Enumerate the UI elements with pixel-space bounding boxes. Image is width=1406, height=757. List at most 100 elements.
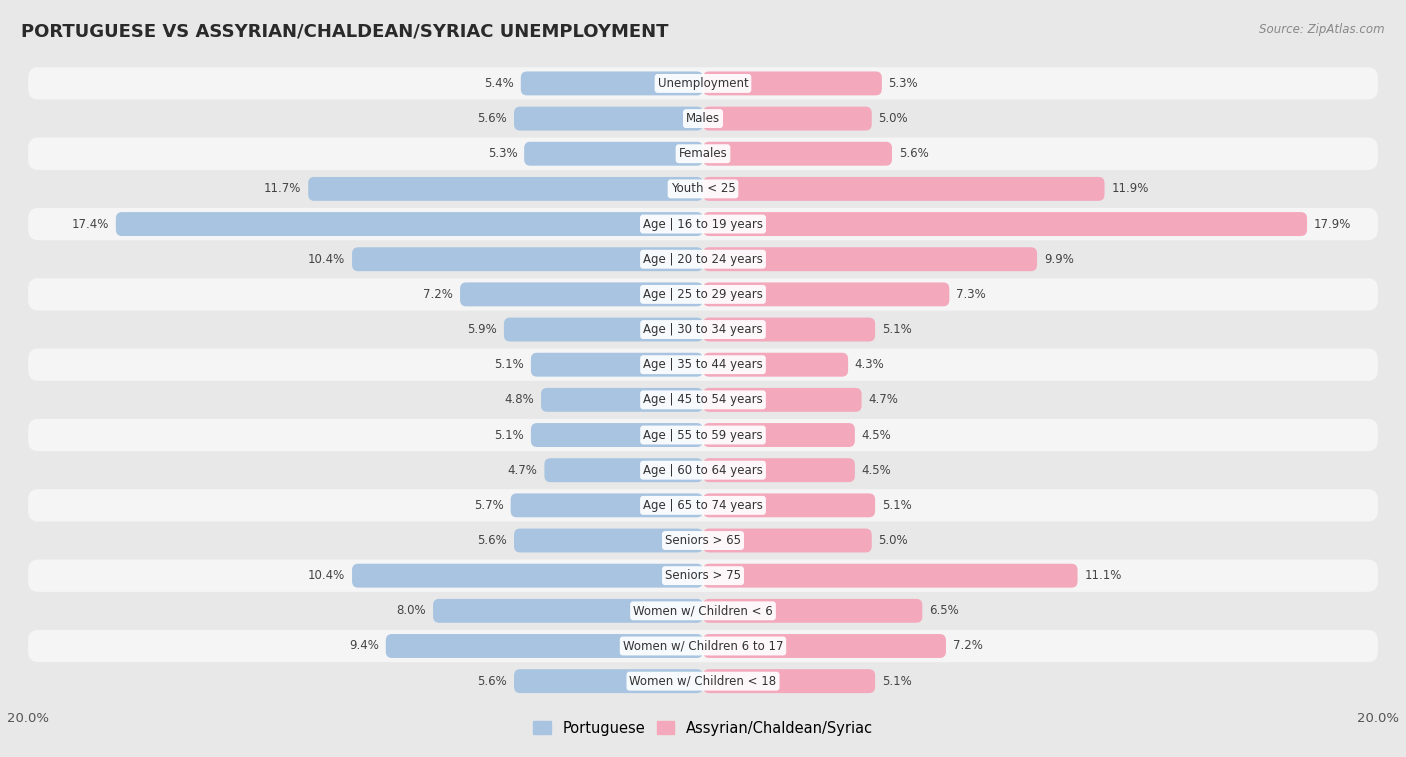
FancyBboxPatch shape (541, 388, 703, 412)
Text: Age | 20 to 24 years: Age | 20 to 24 years (643, 253, 763, 266)
FancyBboxPatch shape (352, 248, 703, 271)
Text: 9.4%: 9.4% (349, 640, 380, 653)
Text: 5.1%: 5.1% (495, 358, 524, 371)
Legend: Portuguese, Assyrian/Chaldean/Syriac: Portuguese, Assyrian/Chaldean/Syriac (527, 715, 879, 742)
FancyBboxPatch shape (544, 458, 703, 482)
Text: 5.6%: 5.6% (478, 674, 508, 687)
FancyBboxPatch shape (703, 564, 1077, 587)
FancyBboxPatch shape (703, 599, 922, 623)
Text: 17.4%: 17.4% (72, 217, 110, 231)
FancyBboxPatch shape (460, 282, 703, 307)
Text: 5.6%: 5.6% (478, 112, 508, 125)
FancyBboxPatch shape (703, 71, 882, 95)
Text: Youth < 25: Youth < 25 (671, 182, 735, 195)
Text: Seniors > 75: Seniors > 75 (665, 569, 741, 582)
FancyBboxPatch shape (703, 248, 1038, 271)
Text: 4.5%: 4.5% (862, 464, 891, 477)
Text: 10.4%: 10.4% (308, 253, 346, 266)
Text: Age | 65 to 74 years: Age | 65 to 74 years (643, 499, 763, 512)
Text: 4.7%: 4.7% (508, 464, 537, 477)
Text: 11.9%: 11.9% (1111, 182, 1149, 195)
Text: 5.0%: 5.0% (879, 534, 908, 547)
FancyBboxPatch shape (28, 665, 1378, 697)
FancyBboxPatch shape (703, 107, 872, 130)
FancyBboxPatch shape (703, 318, 875, 341)
Text: Unemployment: Unemployment (658, 77, 748, 90)
Text: 5.1%: 5.1% (495, 428, 524, 441)
FancyBboxPatch shape (503, 318, 703, 341)
Text: Age | 25 to 29 years: Age | 25 to 29 years (643, 288, 763, 301)
FancyBboxPatch shape (28, 630, 1378, 662)
Text: 11.1%: 11.1% (1084, 569, 1122, 582)
FancyBboxPatch shape (703, 282, 949, 307)
Text: Age | 30 to 34 years: Age | 30 to 34 years (643, 323, 763, 336)
FancyBboxPatch shape (703, 494, 875, 517)
FancyBboxPatch shape (703, 388, 862, 412)
Text: Females: Females (679, 148, 727, 160)
FancyBboxPatch shape (115, 212, 703, 236)
Text: 4.8%: 4.8% (505, 394, 534, 407)
Text: 17.9%: 17.9% (1313, 217, 1351, 231)
FancyBboxPatch shape (524, 142, 703, 166)
Text: 4.7%: 4.7% (869, 394, 898, 407)
FancyBboxPatch shape (703, 212, 1308, 236)
FancyBboxPatch shape (520, 71, 703, 95)
FancyBboxPatch shape (28, 348, 1378, 381)
Text: 10.4%: 10.4% (308, 569, 346, 582)
Text: Age | 35 to 44 years: Age | 35 to 44 years (643, 358, 763, 371)
FancyBboxPatch shape (703, 423, 855, 447)
Text: 5.1%: 5.1% (882, 674, 911, 687)
FancyBboxPatch shape (28, 454, 1378, 486)
FancyBboxPatch shape (531, 423, 703, 447)
FancyBboxPatch shape (352, 564, 703, 587)
FancyBboxPatch shape (515, 107, 703, 130)
Text: 9.9%: 9.9% (1043, 253, 1074, 266)
FancyBboxPatch shape (28, 243, 1378, 276)
Text: 4.3%: 4.3% (855, 358, 884, 371)
Text: 7.3%: 7.3% (956, 288, 986, 301)
FancyBboxPatch shape (531, 353, 703, 377)
Text: 7.2%: 7.2% (953, 640, 983, 653)
FancyBboxPatch shape (308, 177, 703, 201)
Text: 5.6%: 5.6% (478, 534, 508, 547)
FancyBboxPatch shape (28, 279, 1378, 310)
Text: 4.5%: 4.5% (862, 428, 891, 441)
Text: Age | 45 to 54 years: Age | 45 to 54 years (643, 394, 763, 407)
FancyBboxPatch shape (515, 528, 703, 553)
FancyBboxPatch shape (28, 419, 1378, 451)
Text: Age | 60 to 64 years: Age | 60 to 64 years (643, 464, 763, 477)
Text: Age | 55 to 59 years: Age | 55 to 59 years (643, 428, 763, 441)
FancyBboxPatch shape (385, 634, 703, 658)
Text: Women w/ Children < 18: Women w/ Children < 18 (630, 674, 776, 687)
Text: 6.5%: 6.5% (929, 604, 959, 617)
FancyBboxPatch shape (28, 489, 1378, 522)
Text: 5.1%: 5.1% (882, 323, 911, 336)
Text: Age | 16 to 19 years: Age | 16 to 19 years (643, 217, 763, 231)
FancyBboxPatch shape (510, 494, 703, 517)
FancyBboxPatch shape (28, 208, 1378, 240)
FancyBboxPatch shape (703, 177, 1105, 201)
Text: 8.0%: 8.0% (396, 604, 426, 617)
FancyBboxPatch shape (28, 313, 1378, 346)
Text: 5.7%: 5.7% (474, 499, 503, 512)
FancyBboxPatch shape (28, 67, 1378, 100)
Text: 5.1%: 5.1% (882, 499, 911, 512)
Text: 5.6%: 5.6% (898, 148, 928, 160)
FancyBboxPatch shape (703, 634, 946, 658)
FancyBboxPatch shape (28, 384, 1378, 416)
FancyBboxPatch shape (28, 173, 1378, 205)
FancyBboxPatch shape (703, 458, 855, 482)
FancyBboxPatch shape (515, 669, 703, 693)
FancyBboxPatch shape (28, 595, 1378, 627)
Text: 5.3%: 5.3% (889, 77, 918, 90)
FancyBboxPatch shape (28, 559, 1378, 592)
Text: 5.3%: 5.3% (488, 148, 517, 160)
FancyBboxPatch shape (703, 142, 891, 166)
Text: 5.9%: 5.9% (467, 323, 498, 336)
Text: 7.2%: 7.2% (423, 288, 453, 301)
FancyBboxPatch shape (703, 669, 875, 693)
Text: 5.0%: 5.0% (879, 112, 908, 125)
Text: 11.7%: 11.7% (264, 182, 301, 195)
Text: PORTUGUESE VS ASSYRIAN/CHALDEAN/SYRIAC UNEMPLOYMENT: PORTUGUESE VS ASSYRIAN/CHALDEAN/SYRIAC U… (21, 23, 669, 41)
Text: Women w/ Children < 6: Women w/ Children < 6 (633, 604, 773, 617)
